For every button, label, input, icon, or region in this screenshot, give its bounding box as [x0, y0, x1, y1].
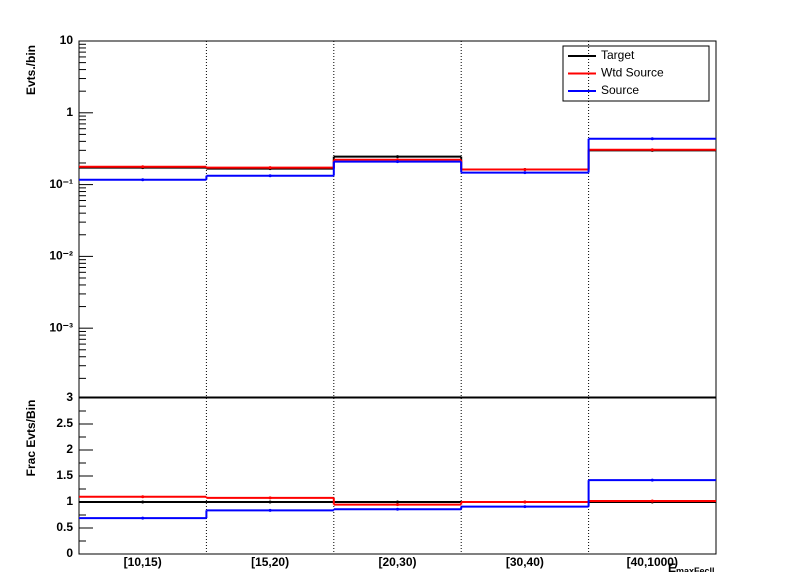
point-marker [396, 155, 399, 159]
point-marker [396, 500, 399, 504]
y-tick-label: 10⁻³ [49, 320, 73, 334]
y-tick-label: 1 [66, 105, 73, 119]
x-tick-label: [15,20) [251, 555, 289, 569]
y-tick-label: 3 [66, 390, 73, 404]
y-tick-label: 0.5 [56, 520, 73, 534]
x-tick-label: [30,40) [506, 555, 544, 569]
x-tick-label: [20,30) [378, 555, 416, 569]
point-marker [523, 505, 527, 509]
point-marker [396, 160, 399, 164]
point-marker [268, 174, 272, 178]
point-marker [268, 496, 272, 500]
y-tick-label: 10 [60, 33, 74, 47]
point-marker [523, 171, 527, 175]
bottom-frame [78, 397, 717, 555]
x-axis-label-main: E [668, 561, 676, 572]
y-tick-label: 2.5 [56, 416, 73, 430]
point-marker [141, 165, 145, 169]
top-frame [78, 40, 717, 398]
legend-label: Source [601, 83, 639, 97]
y-axis-label: Evts./bin [24, 45, 38, 95]
y-axis-label: Frac Evts/Bin [24, 400, 38, 477]
legend-label: Wtd Source [601, 66, 664, 80]
point-marker [650, 137, 654, 141]
point-marker [141, 516, 145, 520]
point-marker [268, 508, 272, 512]
point-marker [396, 507, 399, 511]
y-tick-label: 0 [66, 546, 73, 560]
point-marker [523, 168, 527, 172]
point-marker [141, 500, 145, 504]
y-tick-label: 1.5 [56, 468, 73, 482]
point-marker [268, 500, 272, 504]
legend-label: Target [601, 48, 635, 62]
point-marker [141, 495, 145, 499]
point-marker [650, 478, 654, 482]
point-marker [396, 503, 399, 507]
point-marker [523, 500, 527, 504]
point-marker [650, 499, 654, 503]
x-axis-label-sub: maxFecll [676, 566, 715, 572]
point-marker [268, 166, 272, 170]
x-axis-label: EmaxFecll [668, 561, 715, 572]
x-tick-label: [10,15) [124, 555, 162, 569]
y-tick-label: 10⁻² [49, 249, 73, 263]
point-marker [141, 178, 145, 182]
x-tick-label: [40,1000) [627, 555, 678, 569]
y-tick-label: 1 [66, 494, 73, 508]
y-tick-label: 10⁻¹ [49, 177, 73, 191]
y-tick-label: 2 [66, 442, 73, 456]
point-marker [650, 148, 654, 152]
